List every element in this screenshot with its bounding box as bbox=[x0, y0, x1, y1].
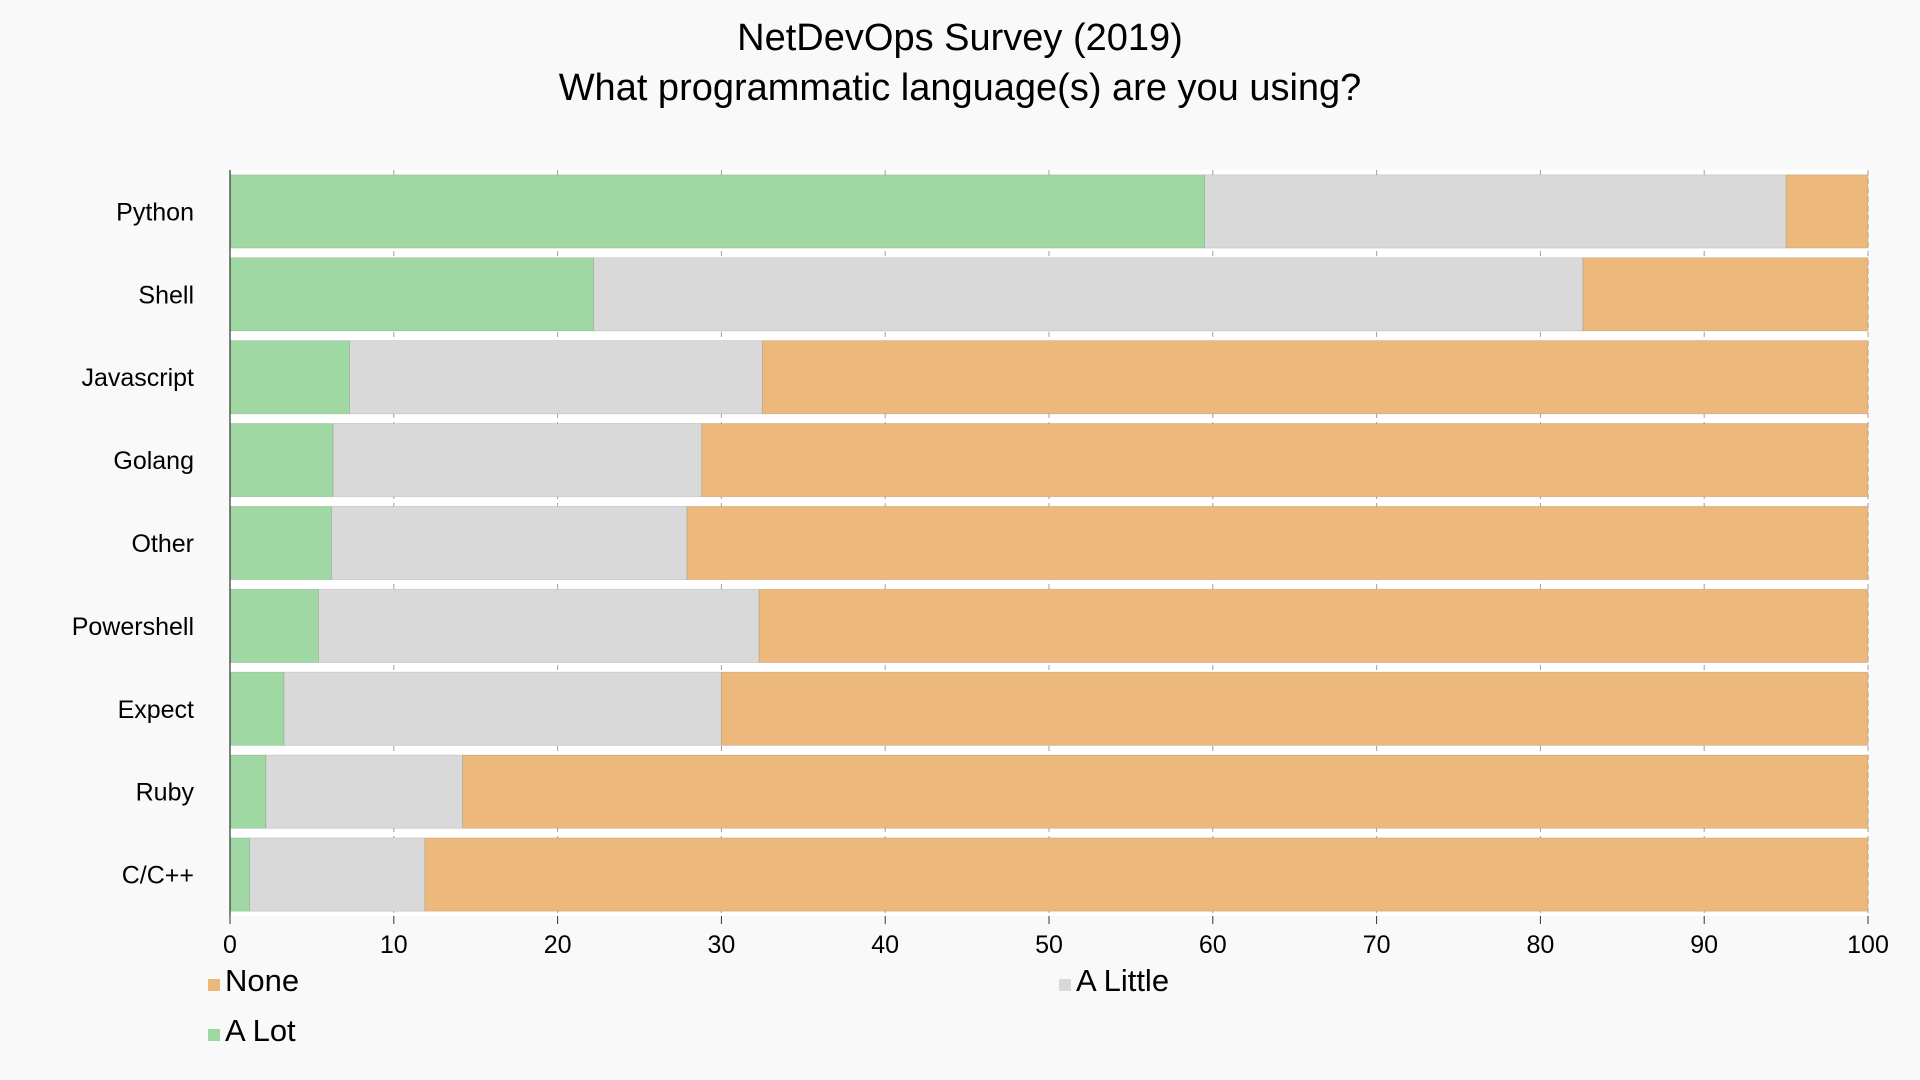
bar-none bbox=[701, 423, 1869, 498]
bar-a-little bbox=[349, 340, 763, 415]
legend-swatch bbox=[1059, 979, 1071, 991]
category-label: Ruby bbox=[136, 779, 195, 807]
bar-a-lot bbox=[229, 671, 285, 746]
bar-a-little bbox=[265, 754, 463, 829]
legend-label: A Little bbox=[1076, 963, 1169, 998]
x-tick-label: 100 bbox=[1847, 931, 1889, 959]
legend-swatch bbox=[208, 1029, 220, 1041]
bar-none bbox=[758, 588, 1869, 663]
category-label: Shell bbox=[138, 281, 194, 309]
category-label: Golang bbox=[113, 447, 194, 475]
bar-a-little bbox=[332, 423, 703, 498]
x-tick-label: 0 bbox=[223, 931, 237, 959]
bar-a-lot bbox=[229, 340, 350, 415]
bar-none bbox=[761, 340, 1869, 415]
legend-label: A Lot bbox=[225, 1013, 296, 1048]
bar-a-little bbox=[331, 505, 688, 581]
bar-none bbox=[686, 505, 1869, 581]
x-tick-label: 70 bbox=[1363, 931, 1391, 959]
bars bbox=[229, 174, 1869, 912]
bar-a-little bbox=[318, 588, 760, 663]
x-tick-label: 60 bbox=[1199, 931, 1227, 959]
x-tick-label: 10 bbox=[380, 931, 408, 959]
x-tick-label: 20 bbox=[544, 931, 572, 959]
x-tick-label: 80 bbox=[1526, 931, 1554, 959]
x-tick-label: 40 bbox=[871, 931, 899, 959]
bar-none bbox=[462, 754, 1869, 829]
axes: Python Shell Javascript Golang Other Powershe… bbox=[72, 170, 1889, 959]
bar-a-lot bbox=[229, 505, 332, 581]
category-label: Powershell bbox=[72, 613, 194, 641]
x-tick-label: 30 bbox=[707, 931, 735, 959]
chart-subtitle: What programmatic language(s) are you us… bbox=[559, 67, 1362, 109]
bar-a-little bbox=[249, 837, 426, 912]
bar-a-little bbox=[593, 257, 1584, 332]
bar-none bbox=[1582, 257, 1869, 332]
x-tick-label: 50 bbox=[1035, 931, 1063, 959]
x-tick-label: 90 bbox=[1690, 931, 1718, 959]
bar-none bbox=[424, 837, 1869, 912]
bar-none bbox=[721, 671, 1869, 746]
legend-swatch bbox=[208, 979, 220, 991]
category-label: C/C++ bbox=[122, 862, 194, 890]
bar-a-lot bbox=[229, 588, 319, 663]
legend-label: None bbox=[225, 963, 299, 998]
category-label: Other bbox=[131, 530, 194, 558]
bar-a-little bbox=[1204, 174, 1787, 249]
bar-a-lot bbox=[229, 754, 267, 829]
bar-a-lot bbox=[229, 423, 334, 498]
legend: None A Little A Lot bbox=[208, 963, 1169, 1048]
category-label: Python bbox=[116, 198, 194, 226]
bar-a-lot bbox=[229, 837, 251, 912]
bar-a-lot bbox=[229, 174, 1206, 249]
category-label: Expect bbox=[118, 696, 194, 724]
chart-title: NetDevOps Survey (2019) bbox=[737, 17, 1183, 59]
bar-a-lot bbox=[229, 257, 595, 332]
bar-a-little bbox=[283, 671, 722, 746]
bar-none bbox=[1785, 174, 1869, 249]
category-label: Javascript bbox=[81, 364, 194, 392]
